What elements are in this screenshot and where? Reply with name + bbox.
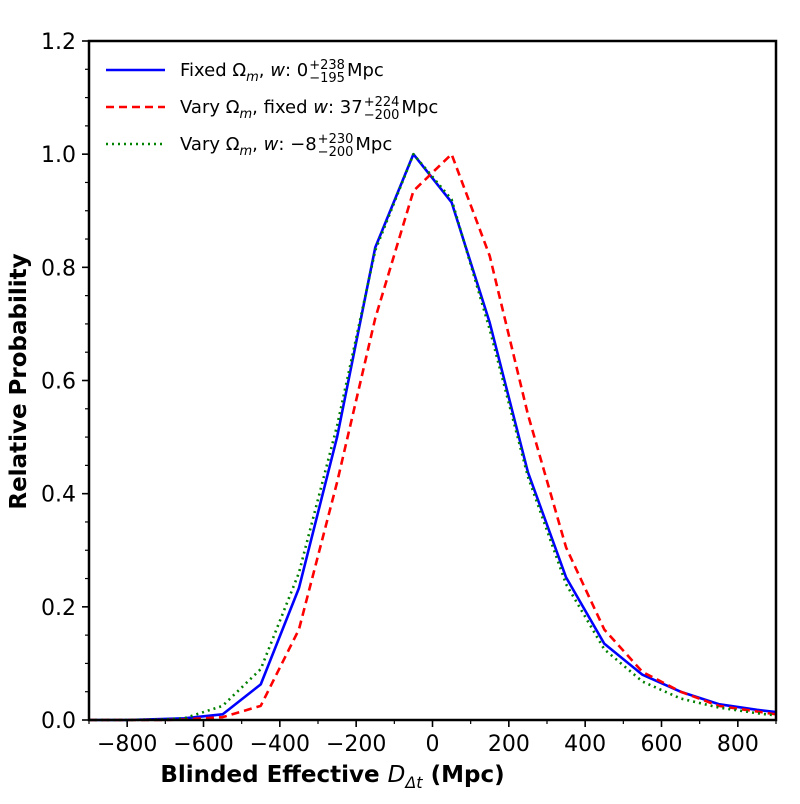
y-tick-label: 1.0 <box>41 143 76 168</box>
y-tick-label: 1.2 <box>41 30 76 55</box>
x-tick-label: 800 <box>717 732 759 757</box>
legend-unit-2: Mpc <box>401 97 438 118</box>
x-tick-label: 200 <box>488 732 530 757</box>
legend-label-1: Fixed Ωm, w: 0 <box>180 60 308 85</box>
axis-titles: Blinded Effective DΔt (Mpc) Relative Prob… <box>6 253 505 792</box>
x-tick-label: 400 <box>564 732 606 757</box>
ticks-layer: −800 −600 −400 −200 0 200 400 600 800 0.0 0.2 0.4 0.… <box>41 30 777 757</box>
legend-low-1: −195 <box>309 71 345 86</box>
legend-label-3: Vary Ωm, w: −8 <box>180 134 317 159</box>
series-layer <box>89 152 777 722</box>
legend-low-2: −200 <box>364 108 400 123</box>
x-tick-label: 600 <box>641 732 683 757</box>
y-tick-label: 0.6 <box>41 370 76 395</box>
x-tick-label: −400 <box>250 732 310 757</box>
legend-sup-1: +238 <box>309 58 345 73</box>
x-tick-label: −800 <box>97 732 157 757</box>
x-tick-label: −200 <box>326 732 386 757</box>
y-tick-label: 0.2 <box>41 596 76 621</box>
x-tick-label: 0 <box>426 732 440 757</box>
series-line-2 <box>89 152 777 722</box>
series-line-1 <box>89 152 777 722</box>
y-axis-title: Relative Probability <box>6 253 32 509</box>
x-axis-title: Blinded Effective DΔt (Mpc) <box>160 762 504 792</box>
x-tick-label: −600 <box>173 732 233 757</box>
legend-unit-1: Mpc <box>347 60 384 81</box>
y-tick-label: 0.4 <box>41 483 76 508</box>
y-tick-label: 0.8 <box>41 256 76 281</box>
y-tick-label: 0.0 <box>41 709 76 734</box>
legend-unit-3: Mpc <box>355 134 392 155</box>
legend-label-2: Vary Ωm, fixed w: 37 <box>180 97 363 122</box>
legend-sup-3: +230 <box>318 132 354 147</box>
legend-sup-2: +224 <box>364 95 400 110</box>
series-line-3 <box>89 152 777 722</box>
plot-frame <box>87 39 778 722</box>
legend: Fixed Ωm, w: 0 +238−195 Mpc Vary Ωm, fixed… <box>106 58 438 160</box>
legend-low-3: −200 <box>318 145 354 160</box>
